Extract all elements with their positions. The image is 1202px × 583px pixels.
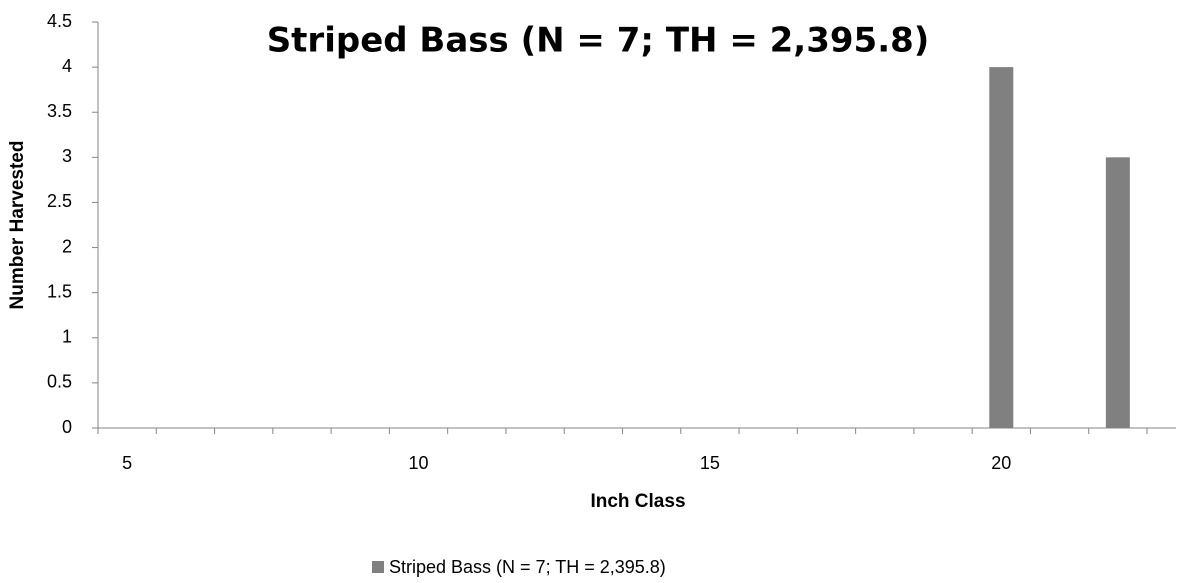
x-tick-label: 10: [409, 453, 429, 473]
y-tick-label: 3: [62, 146, 72, 166]
x-axis-title: Inch Class: [590, 491, 685, 512]
y-tick-label: 4.5: [47, 11, 72, 31]
bar: [1105, 157, 1130, 429]
y-tick-label: 2: [62, 236, 72, 256]
y-tick-label: 1: [62, 327, 72, 347]
y-axis-title: Number Harvested: [7, 141, 28, 310]
x-tick-label: 15: [700, 453, 720, 473]
bar: [989, 67, 1014, 428]
y-tick-label: 1.5: [47, 281, 72, 301]
y-tick-label: 2.5: [47, 191, 72, 211]
y-tick-label: 0: [62, 417, 72, 437]
chart-title: Striped Bass (N = 7; TH = 2,395.8): [267, 21, 930, 61]
y-tick-label: 0.5: [47, 372, 72, 392]
y-tick-label: 4: [62, 56, 72, 76]
x-tick-label: 5: [122, 453, 132, 473]
legend-swatch: [372, 561, 384, 573]
legend-label: Striped Bass (N = 7; TH = 2,395.8): [389, 557, 666, 577]
x-tick-label: 20: [991, 453, 1011, 473]
y-tick-label: 3.5: [47, 101, 72, 121]
